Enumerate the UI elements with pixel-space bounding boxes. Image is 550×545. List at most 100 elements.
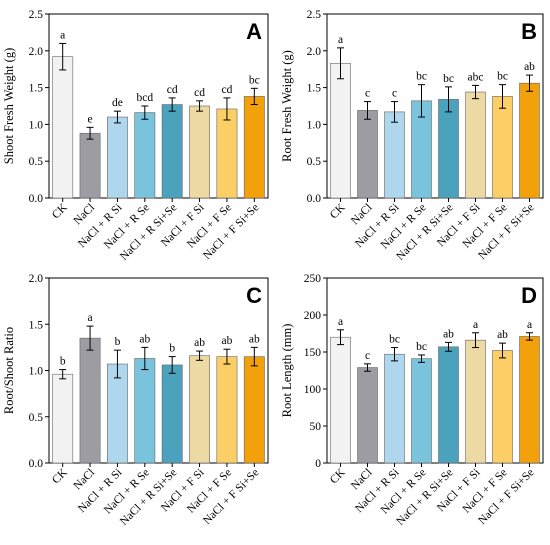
y-axis-label: Shoot Fresh Weight (g) [2, 48, 16, 164]
significance-letter: ab [443, 328, 454, 340]
significance-letter: b [169, 343, 175, 355]
bar [189, 355, 210, 464]
significance-letter: cd [194, 87, 205, 99]
significance-letter: cd [222, 84, 233, 96]
bar [134, 358, 156, 464]
bar [357, 367, 378, 464]
significance-letter: bcd [137, 92, 154, 104]
bar [438, 346, 459, 464]
significance-letter: bc [389, 334, 400, 346]
significance-letter: ab [139, 333, 150, 345]
y-tick-label: 1.0 [29, 119, 44, 131]
significance-letter: cd [167, 84, 178, 96]
bar [330, 63, 351, 199]
bar [357, 110, 378, 199]
plot-frame [326, 277, 544, 464]
significance-letter: e [88, 113, 93, 125]
bar [79, 132, 101, 199]
bar [519, 336, 540, 464]
y-tick-label: 2.5 [29, 9, 44, 21]
y-tick-label: 0.5 [29, 156, 44, 168]
bar [465, 339, 486, 464]
x-tick-label: CK [328, 466, 348, 486]
significance-letter: bc [249, 74, 260, 86]
bar [384, 111, 405, 199]
bar [161, 364, 183, 464]
significance-letter: bc [497, 71, 508, 83]
y-tick-label: 0 [315, 458, 321, 470]
bar [52, 56, 74, 199]
significance-letter: a [60, 29, 65, 41]
bar [243, 96, 265, 199]
bar [438, 99, 459, 199]
significance-letter: ab [222, 335, 233, 347]
significance-letter: a [338, 316, 343, 328]
significance-letter: ab [249, 333, 260, 345]
y-axis-label: Root Length (mm) [280, 324, 294, 418]
significance-letter: a [527, 319, 532, 331]
y-tick-label: 1.5 [307, 83, 322, 95]
plot-frame [326, 13, 544, 199]
y-tick-label: 200 [304, 310, 322, 322]
y-tick-label: 150 [304, 347, 322, 359]
bar [492, 350, 513, 464]
y-tick-label: 1.0 [307, 119, 322, 131]
significance-letter: b [115, 336, 121, 348]
y-tick-label: 0.5 [307, 156, 322, 168]
y-tick-label: 2.0 [307, 46, 322, 58]
bar [330, 336, 351, 464]
significance-letter: a [473, 319, 478, 331]
y-tick-label: 1.5 [29, 319, 44, 331]
y-tick-label: 2.0 [29, 273, 44, 285]
plot-frame [48, 13, 269, 199]
y-tick-label: 0.0 [29, 193, 44, 205]
bar [384, 353, 405, 464]
significance-letter: ab [497, 329, 508, 341]
bar [216, 356, 238, 464]
x-tick-label: CK [50, 466, 70, 486]
significance-letter: bc [416, 71, 427, 83]
significance-letter: ab [194, 337, 205, 349]
y-axis-label: Root/Shoot Ratio [2, 327, 16, 414]
significance-letter: de [112, 97, 123, 109]
y-tick-label: 1.0 [29, 366, 44, 378]
significance-letter: b [60, 356, 66, 368]
panel-label: D [521, 283, 537, 308]
panel-label: B [521, 19, 537, 44]
bar [243, 356, 265, 464]
y-tick-label: 0.5 [29, 412, 44, 424]
bar [161, 104, 183, 199]
bar [216, 108, 238, 199]
significance-letter: c [365, 350, 370, 362]
bar [107, 363, 128, 464]
significance-letter: a [338, 34, 343, 46]
panel-label: A [246, 19, 262, 44]
bar [492, 96, 513, 199]
bar [107, 116, 128, 199]
chart-panel-a: 0.0 0.5 1.0 1.5 2.0 2.5 Shoot Fresh Weight (g)… [2, 9, 269, 263]
y-axis-label: Root Fresh Weight (g) [280, 50, 294, 162]
y-tick-label: 50 [310, 421, 322, 433]
significance-letter: c [365, 88, 370, 100]
bar [189, 105, 210, 199]
y-tick-label: 2.5 [307, 9, 322, 21]
x-tick-label: CK [328, 201, 348, 221]
x-tick-label: CK [50, 201, 70, 221]
bar [411, 358, 432, 464]
panel-label: C [246, 283, 262, 308]
y-tick-label: 2.0 [29, 46, 44, 58]
significance-letter: ab [524, 61, 535, 73]
bar [52, 373, 74, 464]
y-tick-label: 1.5 [29, 83, 44, 95]
bar [465, 91, 486, 199]
y-tick-label: 250 [304, 273, 322, 285]
bar [134, 112, 156, 199]
y-tick-label: 0.0 [29, 458, 44, 470]
significance-letter: abc [468, 71, 484, 83]
significance-letter: c [392, 88, 397, 100]
significance-letter: bc [416, 341, 427, 353]
chart-panel-b: 0.0 0.5 1.0 1.5 2.0 2.5 Root Fresh Weight (g) a… [280, 9, 544, 263]
